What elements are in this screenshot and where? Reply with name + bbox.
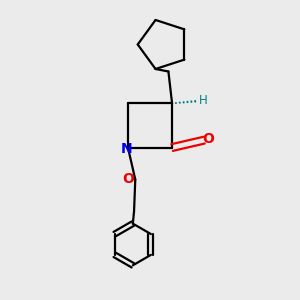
Text: H: H (199, 94, 208, 107)
Text: O: O (202, 132, 214, 146)
Text: N: N (121, 142, 133, 156)
Text: O: O (122, 172, 134, 186)
